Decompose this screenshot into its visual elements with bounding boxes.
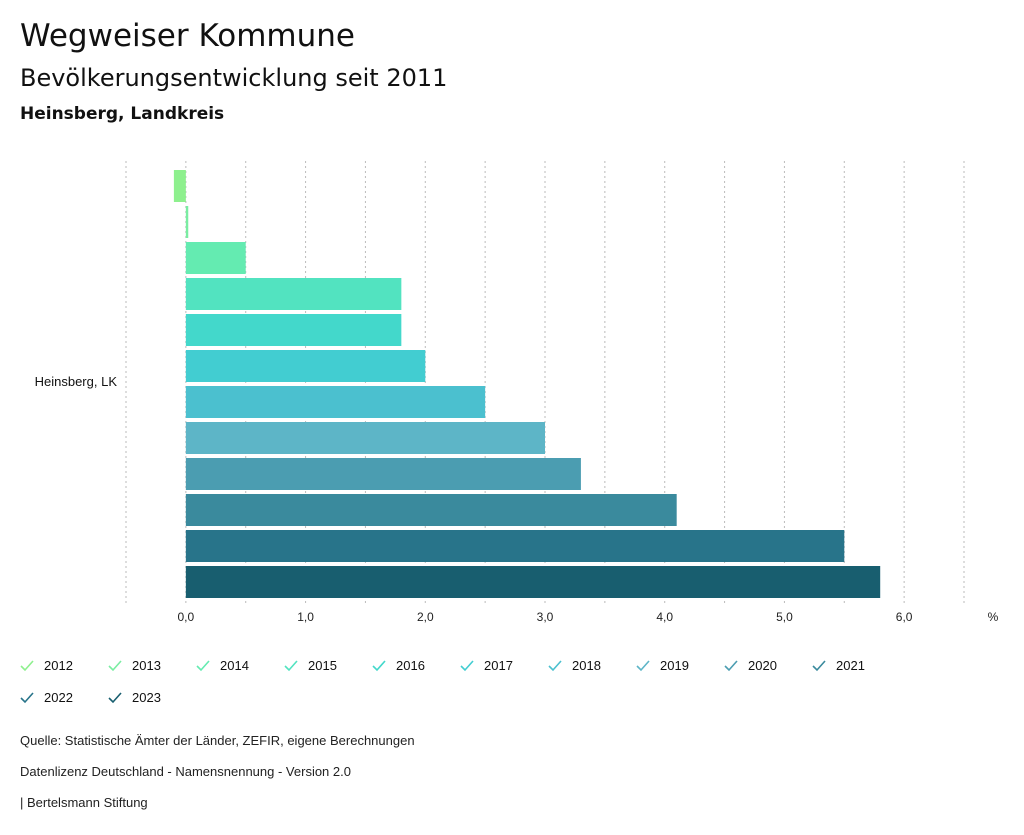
legend-label: 2014: [220, 658, 249, 673]
legend-item-2023[interactable]: 2023: [108, 690, 161, 705]
bar-2017: [185, 350, 426, 382]
bar-2019: [185, 422, 545, 454]
legend-label: 2017: [484, 658, 513, 673]
bar-2020: [185, 458, 581, 490]
check-icon: [108, 691, 122, 703]
legend-item-2020[interactable]: 2020: [724, 658, 777, 673]
legend-item-2014[interactable]: 2014: [196, 658, 249, 673]
check-icon: [812, 659, 826, 671]
check-icon: [20, 659, 34, 671]
bar-chart: Heinsberg, LK 0,0 1,0 2,0 3,0 4,0 5,0 6,0%: [35, 161, 999, 624]
legend-label: 2012: [44, 658, 73, 673]
check-icon: [636, 659, 650, 671]
legend-label: 2022: [44, 690, 73, 705]
legend-label: 2016: [396, 658, 425, 673]
check-icon: [548, 659, 562, 671]
x-tick-label: 2,0: [417, 610, 434, 624]
check-icon: [284, 659, 298, 671]
bar-2023: [185, 566, 881, 598]
legend-label: 2021: [836, 658, 865, 673]
legend-label: 2023: [132, 690, 161, 705]
x-tick-label: 1,0: [297, 610, 314, 624]
legend-label: 2013: [132, 658, 161, 673]
x-tick-label: 5,0: [776, 610, 793, 624]
legend-item-2022[interactable]: 2022: [20, 690, 73, 705]
bar-2015: [185, 278, 402, 310]
check-icon: [724, 659, 738, 671]
x-tick-label: 4,0: [656, 610, 673, 624]
category-label: Heinsberg, LK: [35, 374, 118, 389]
check-icon: [460, 659, 474, 671]
bar-2013: [185, 206, 189, 238]
unit-label: %: [988, 610, 999, 624]
legend-label: 2019: [660, 658, 689, 673]
legend-item-2019[interactable]: 2019: [636, 658, 689, 673]
legend-item-2013[interactable]: 2013: [108, 658, 161, 673]
bar-2022: [185, 530, 845, 562]
check-icon: [108, 659, 122, 671]
check-icon: [196, 659, 210, 671]
legend-item-2012[interactable]: 2012: [20, 658, 73, 673]
check-icon: [20, 691, 34, 703]
page-title: Wegweiser Kommune: [20, 18, 355, 54]
legend-item-2015[interactable]: 2015: [284, 658, 337, 673]
x-tick-label: 6,0: [896, 610, 913, 624]
region-label: Heinsberg, Landkreis: [20, 104, 225, 124]
legend-label: 2015: [308, 658, 337, 673]
publisher-note: | Bertelsmann Stiftung: [20, 795, 148, 810]
x-tick-label: 3,0: [537, 610, 554, 624]
license-note: Datenlizenz Deutschland - Namensnennung …: [20, 764, 351, 779]
bar-2012: [173, 170, 186, 202]
legend-label: 2018: [572, 658, 601, 673]
source-note: Quelle: Statistische Ämter der Länder, Z…: [20, 733, 415, 748]
bar-2016: [185, 314, 402, 346]
x-tick-label: 0,0: [178, 610, 195, 624]
chart-subtitle: Bevölkerungsentwicklung seit 2011: [20, 64, 448, 92]
bar-2014: [185, 242, 246, 274]
bar-2018: [185, 386, 486, 418]
legend-item-2018[interactable]: 2018: [548, 658, 601, 673]
legend-item-2021[interactable]: 2021: [812, 658, 865, 673]
check-icon: [372, 659, 386, 671]
legend-item-2016[interactable]: 2016: [372, 658, 425, 673]
bar-2021: [185, 494, 677, 526]
legend-label: 2020: [748, 658, 777, 673]
legend-item-2017[interactable]: 2017: [460, 658, 513, 673]
